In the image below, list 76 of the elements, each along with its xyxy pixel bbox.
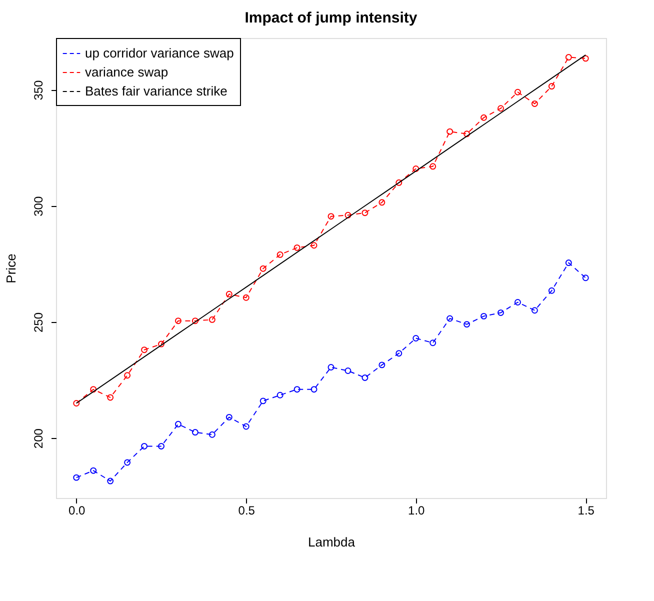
point	[362, 374, 368, 381]
point	[328, 213, 334, 220]
point	[158, 442, 164, 450]
x-tick-label: 1.5	[578, 504, 595, 518]
point	[582, 55, 589, 62]
point	[90, 467, 97, 474]
point	[294, 244, 300, 251]
y-tick-label: 350	[32, 80, 46, 100]
point	[396, 350, 402, 357]
point	[260, 265, 266, 272]
point	[242, 423, 250, 430]
point	[192, 318, 198, 324]
point	[226, 290, 232, 298]
chart-title: Impact of jump intensity	[244, 10, 418, 26]
point	[480, 312, 488, 320]
x-tick-label: 0.0	[68, 504, 86, 518]
point	[208, 316, 216, 323]
point	[362, 210, 368, 216]
point	[276, 251, 284, 258]
point	[378, 362, 386, 368]
y-tick-label: 300	[32, 196, 46, 216]
point	[565, 260, 572, 266]
point	[464, 130, 470, 138]
point	[124, 372, 131, 379]
point	[141, 442, 148, 450]
point	[446, 128, 454, 135]
point	[294, 386, 300, 393]
point	[498, 105, 504, 112]
legend-label: Bates fair variance strike	[85, 84, 228, 98]
point	[242, 294, 250, 301]
point	[514, 88, 521, 96]
point	[464, 321, 470, 328]
point	[192, 429, 198, 436]
point	[498, 309, 504, 316]
x-tick-label: 1.0	[408, 504, 426, 518]
point	[412, 335, 420, 342]
point	[73, 400, 80, 406]
point	[174, 318, 182, 324]
point	[90, 386, 97, 393]
x-axis-title: Lambda	[308, 534, 356, 550]
point	[412, 166, 420, 172]
point	[396, 179, 402, 186]
y-tick-label: 200	[32, 428, 46, 449]
point	[107, 478, 114, 484]
point	[430, 340, 436, 346]
point	[548, 287, 555, 294]
y-axis-title: Price	[4, 254, 18, 284]
point	[124, 459, 131, 466]
point	[208, 431, 216, 438]
point	[344, 212, 352, 218]
legend-label: variance swap	[85, 64, 168, 80]
legend-label: up corridor variance swap	[85, 46, 234, 60]
point	[531, 307, 538, 314]
point	[328, 364, 334, 370]
point	[430, 163, 436, 170]
point	[514, 299, 521, 306]
point	[226, 414, 232, 420]
x-tick-label: 0.5	[238, 504, 256, 518]
point	[548, 83, 555, 90]
point	[276, 392, 284, 398]
point	[73, 474, 80, 481]
point	[565, 54, 572, 61]
point	[107, 394, 114, 401]
point	[531, 100, 538, 107]
point	[158, 340, 164, 348]
point	[446, 315, 454, 322]
point	[310, 386, 318, 393]
point	[174, 420, 182, 428]
point	[260, 398, 266, 404]
point	[310, 242, 318, 249]
y-tick-label: 250	[32, 312, 46, 333]
point	[344, 368, 352, 374]
point	[141, 346, 148, 354]
point	[480, 114, 488, 121]
point	[582, 274, 589, 282]
point	[378, 199, 386, 206]
